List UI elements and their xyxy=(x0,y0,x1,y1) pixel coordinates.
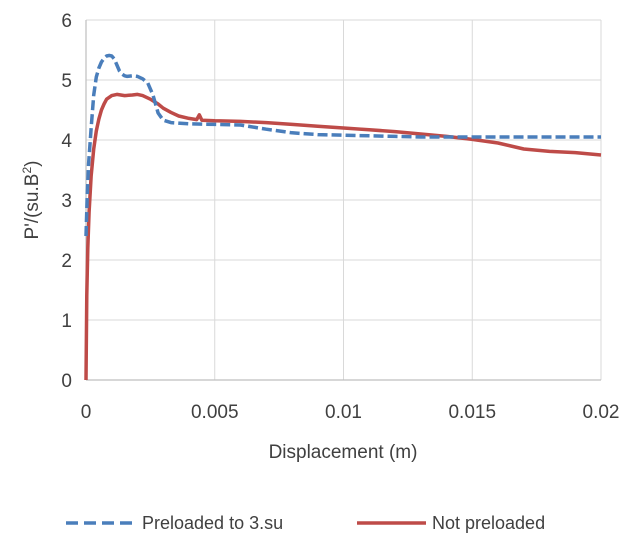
y-axis-title-main: P'/(su.B xyxy=(22,174,43,240)
y-tick-label: 5 xyxy=(61,71,72,92)
x-tick-label: 0 xyxy=(81,402,92,423)
y-tick-label: 6 xyxy=(61,11,72,32)
y-axis-title: P'/(su.B2) xyxy=(20,161,43,240)
x-tick-label: 0.01 xyxy=(325,402,362,423)
series-layer xyxy=(84,53,602,381)
legend-label-preloaded: Preloaded to 3.su xyxy=(142,513,283,533)
x-tick-label: 0.005 xyxy=(191,402,239,423)
y-tick-label: 2 xyxy=(61,251,72,272)
y-tick-label: 1 xyxy=(61,311,72,332)
x-tick-label: 0.015 xyxy=(448,402,496,423)
gridlines xyxy=(86,19,602,380)
series-line-preloaded xyxy=(84,53,601,237)
tick-labels: 0 1 2 3 4 5 6 0 0.005 0.01 0.015 0.02 xyxy=(61,11,619,423)
legend-label-not-preloaded: Not preloaded xyxy=(432,513,545,533)
y-tick-label: 4 xyxy=(61,131,72,152)
x-axis-title: Displacement (m) xyxy=(269,442,418,463)
legend: Preloaded to 3.su Not preloaded xyxy=(66,513,545,533)
y-axis-title-close: ) xyxy=(22,161,43,167)
y-axis-title-sup: 2 xyxy=(20,167,34,174)
y-tick-label: 0 xyxy=(61,371,72,392)
x-tick-label: 0.02 xyxy=(583,402,620,423)
y-tick-label: 3 xyxy=(61,191,72,212)
